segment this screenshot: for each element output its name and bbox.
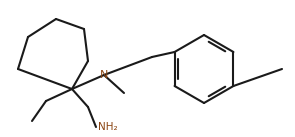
Text: NH₂: NH₂ — [98, 122, 118, 132]
Text: N: N — [100, 70, 108, 80]
